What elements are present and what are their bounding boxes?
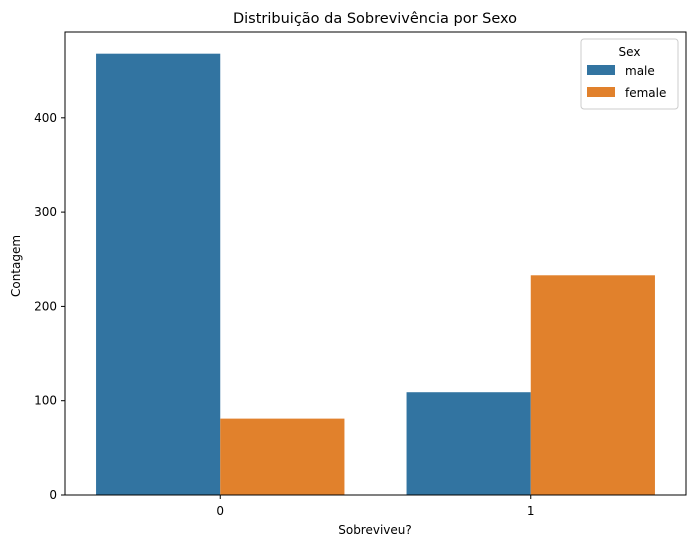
bar-female-0 xyxy=(220,418,345,495)
bar-male-0 xyxy=(96,53,221,496)
bar-female-1 xyxy=(530,275,655,495)
x-tick-label: 0 xyxy=(216,504,224,518)
plot-frame xyxy=(64,31,687,496)
x-tick-label: 1 xyxy=(527,504,535,518)
y-tick-label: 100 xyxy=(34,394,57,408)
y-tick-label: 400 xyxy=(34,111,57,125)
bar-male-1 xyxy=(406,392,531,495)
y-axis-label: Contagem xyxy=(9,235,23,297)
y-axis: 0 100 200 300 400 xyxy=(34,111,65,502)
legend-label-male: male xyxy=(625,64,655,78)
legend-swatch-female xyxy=(587,87,615,97)
x-axis-label: Sobreviveu? xyxy=(338,523,412,537)
y-tick-label: 0 xyxy=(49,488,57,502)
chart-title: Distribuição da Sobrevivência por Sexo xyxy=(233,11,517,27)
bars-group xyxy=(96,53,655,496)
legend-swatch-male xyxy=(587,65,615,75)
legend: Sex male female xyxy=(580,38,679,110)
legend-label-female: female xyxy=(625,86,666,100)
y-tick-label: 200 xyxy=(34,299,57,313)
legend-title: Sex xyxy=(619,45,641,59)
y-tick-label: 300 xyxy=(34,205,57,219)
